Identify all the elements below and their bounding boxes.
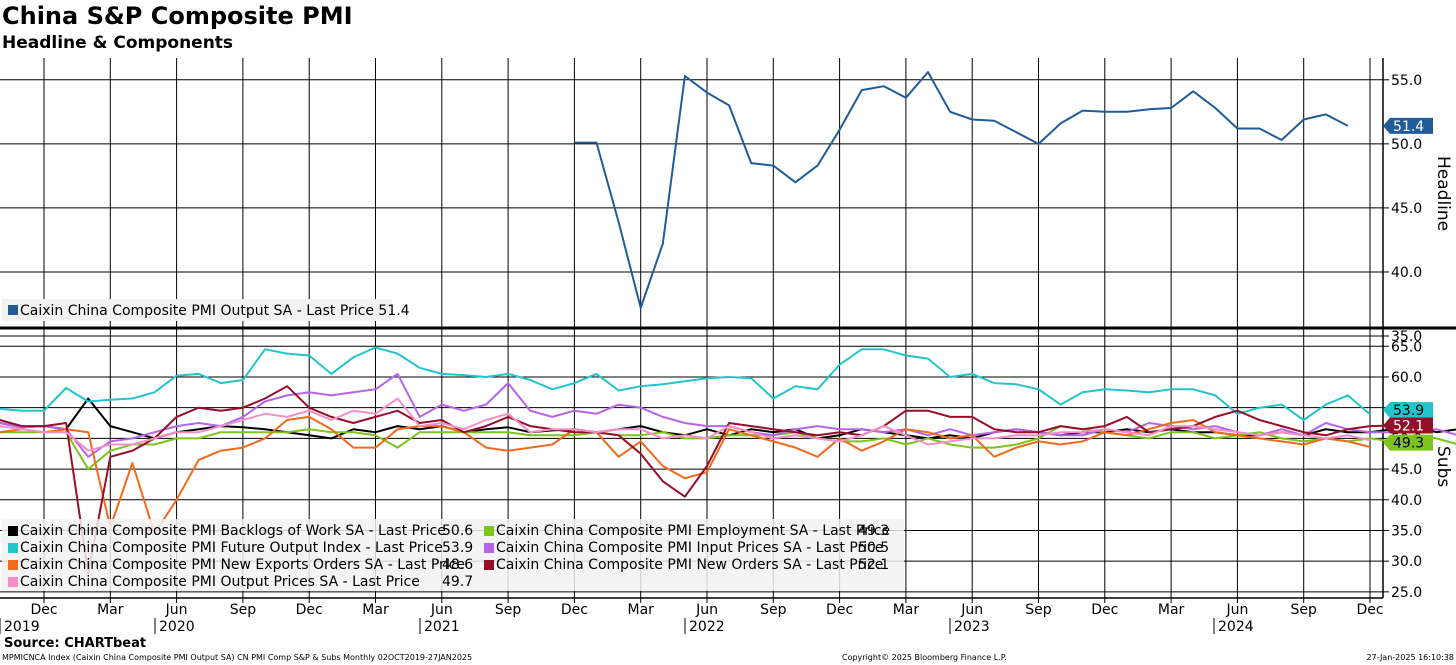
last-value-markers: 51.4 53.952.1 49.3 xyxy=(1383,117,1433,452)
xtick-label: Sep xyxy=(1025,602,1052,618)
new-orders-last-marker xyxy=(1383,417,1433,434)
footer-center: Copyright© 2025 Bloomberg Finance L.P. xyxy=(842,653,1007,662)
series-line-headline xyxy=(574,71,1349,309)
ytick-label-bottom: 35.0 xyxy=(1391,523,1422,539)
xtick-label: Sep xyxy=(1291,602,1318,618)
xtick-label: Mar xyxy=(627,602,654,618)
ylabel-top: Headline xyxy=(1433,156,1453,231)
xtick-label: Jun xyxy=(165,602,188,618)
xtick-label: Jun xyxy=(960,602,983,618)
legend-last-value: 48.6 xyxy=(442,557,473,573)
footer-left: MPMICNCA Index (Caixin China Composite P… xyxy=(2,653,473,662)
ytick-label-top: 40.0 xyxy=(1391,265,1422,281)
xtick-label: Dec xyxy=(1091,602,1118,618)
xtick-label: Sep xyxy=(495,602,522,618)
ytick-label-bottom: 25.0 xyxy=(1391,585,1422,601)
year-label: 2023 xyxy=(954,619,990,635)
series-line-output_prices xyxy=(0,397,1371,452)
chart-subtitle: Headline & Components xyxy=(2,33,234,53)
ytick-label-top: 55.0 xyxy=(1391,73,1422,89)
year-label: 2024 xyxy=(1218,619,1254,635)
legend-last-value: 52.1 xyxy=(858,557,889,573)
xtick-label: Mar xyxy=(362,602,389,618)
xtick-label: Jun xyxy=(1225,602,1248,618)
future-output-last-marker xyxy=(1383,402,1433,419)
ytick-label-top: 50.0 xyxy=(1391,137,1422,153)
legend-label: Caixin China Composite PMI Output Prices… xyxy=(20,574,420,590)
xtick-label: Mar xyxy=(1158,602,1185,618)
xtick-label: Mar xyxy=(893,602,920,618)
legend-swatch xyxy=(484,560,494,570)
legend-swatch xyxy=(484,543,494,553)
legend-swatch xyxy=(8,305,18,315)
legend-bottom-bg xyxy=(2,519,904,591)
legend-last-value: 49.3 xyxy=(858,523,889,539)
ytick-label-bottom: 30.0 xyxy=(1391,554,1422,570)
legend-label: Caixin China Composite PMI Output SA - L… xyxy=(20,303,410,319)
legend-label: Caixin China Composite PMI New Exports O… xyxy=(20,557,465,573)
ytick-label-top: 45.0 xyxy=(1391,201,1422,217)
series-line-future_output xyxy=(0,346,1371,421)
headline-last-marker xyxy=(1383,117,1433,134)
year-label: 2019 xyxy=(4,619,40,635)
legend-label: Caixin China Composite PMI Backlogs of W… xyxy=(20,523,446,539)
legend-swatch xyxy=(8,577,18,587)
legend-label: Caixin China Composite PMI New Orders SA… xyxy=(496,557,883,573)
xtick-label: Sep xyxy=(760,602,787,618)
legend-swatch xyxy=(8,543,18,553)
employment-last-marker xyxy=(1383,434,1433,451)
legend-bottom: Caixin China Composite PMI Backlogs of W… xyxy=(2,519,904,591)
headline-last-marker-label: 51.4 xyxy=(1393,119,1424,135)
employment-last-marker-label: 49.3 xyxy=(1393,436,1424,452)
legend-top-bg xyxy=(2,299,392,321)
ytick-label-top: 35.0 xyxy=(1391,329,1422,345)
source-note: Source: CHARTbeat xyxy=(4,636,147,651)
legends[interactable]: Caixin China Composite PMI Output SA - L… xyxy=(2,299,904,591)
year-label: 2020 xyxy=(159,619,195,635)
legend-last-value: 53.9 xyxy=(442,540,473,556)
ylabel-bottom: Subs xyxy=(1433,446,1453,487)
chart-title: China S&P Composite PMI xyxy=(2,2,353,30)
xtick-label: Dec xyxy=(30,602,57,618)
series-lines xyxy=(0,71,1456,575)
legend-swatch xyxy=(8,560,18,570)
xtick-label: Sep xyxy=(230,602,257,618)
new-orders-last-marker-label: 52.1 xyxy=(1393,418,1424,434)
xtick-label: Dec xyxy=(826,602,853,618)
legend-swatch xyxy=(484,526,494,536)
ytick-label-bottom: 65.0 xyxy=(1391,339,1422,355)
ytick-label-bottom: 45.0 xyxy=(1391,462,1422,478)
legend-label: Caixin China Composite PMI Employment SA… xyxy=(496,523,890,539)
year-label: 2022 xyxy=(689,619,725,635)
legend-label: Caixin China Composite PMI Input Prices … xyxy=(496,540,884,556)
xtick-label: Mar xyxy=(97,602,124,618)
ytick-label-bottom: 40.0 xyxy=(1391,493,1422,509)
legend-top: Caixin China Composite PMI Output SA - L… xyxy=(2,299,410,321)
legend-last-value: 49.7 xyxy=(442,574,473,590)
legend-swatch xyxy=(8,526,18,536)
year-label: 2021 xyxy=(424,619,460,635)
series-line-backlogs xyxy=(0,397,1456,440)
xtick-label: Dec xyxy=(296,602,323,618)
legend-label: Caixin China Composite PMI Future Output… xyxy=(20,540,443,556)
future-output-last-marker-label: 53.9 xyxy=(1393,403,1424,419)
ytick-label-bottom: 60.0 xyxy=(1391,370,1422,386)
series-line-new_exports xyxy=(0,415,1371,535)
xtick-label: Jun xyxy=(430,602,453,618)
xtick-label: Dec xyxy=(561,602,588,618)
xtick-label: Jun xyxy=(695,602,718,618)
legend-last-value: 50.5 xyxy=(858,540,889,556)
legend-last-value: 50.6 xyxy=(442,523,473,539)
xtick-label: Dec xyxy=(1356,602,1383,618)
footer-right: 27-Jan-2025 16:10:38 xyxy=(1366,653,1454,662)
